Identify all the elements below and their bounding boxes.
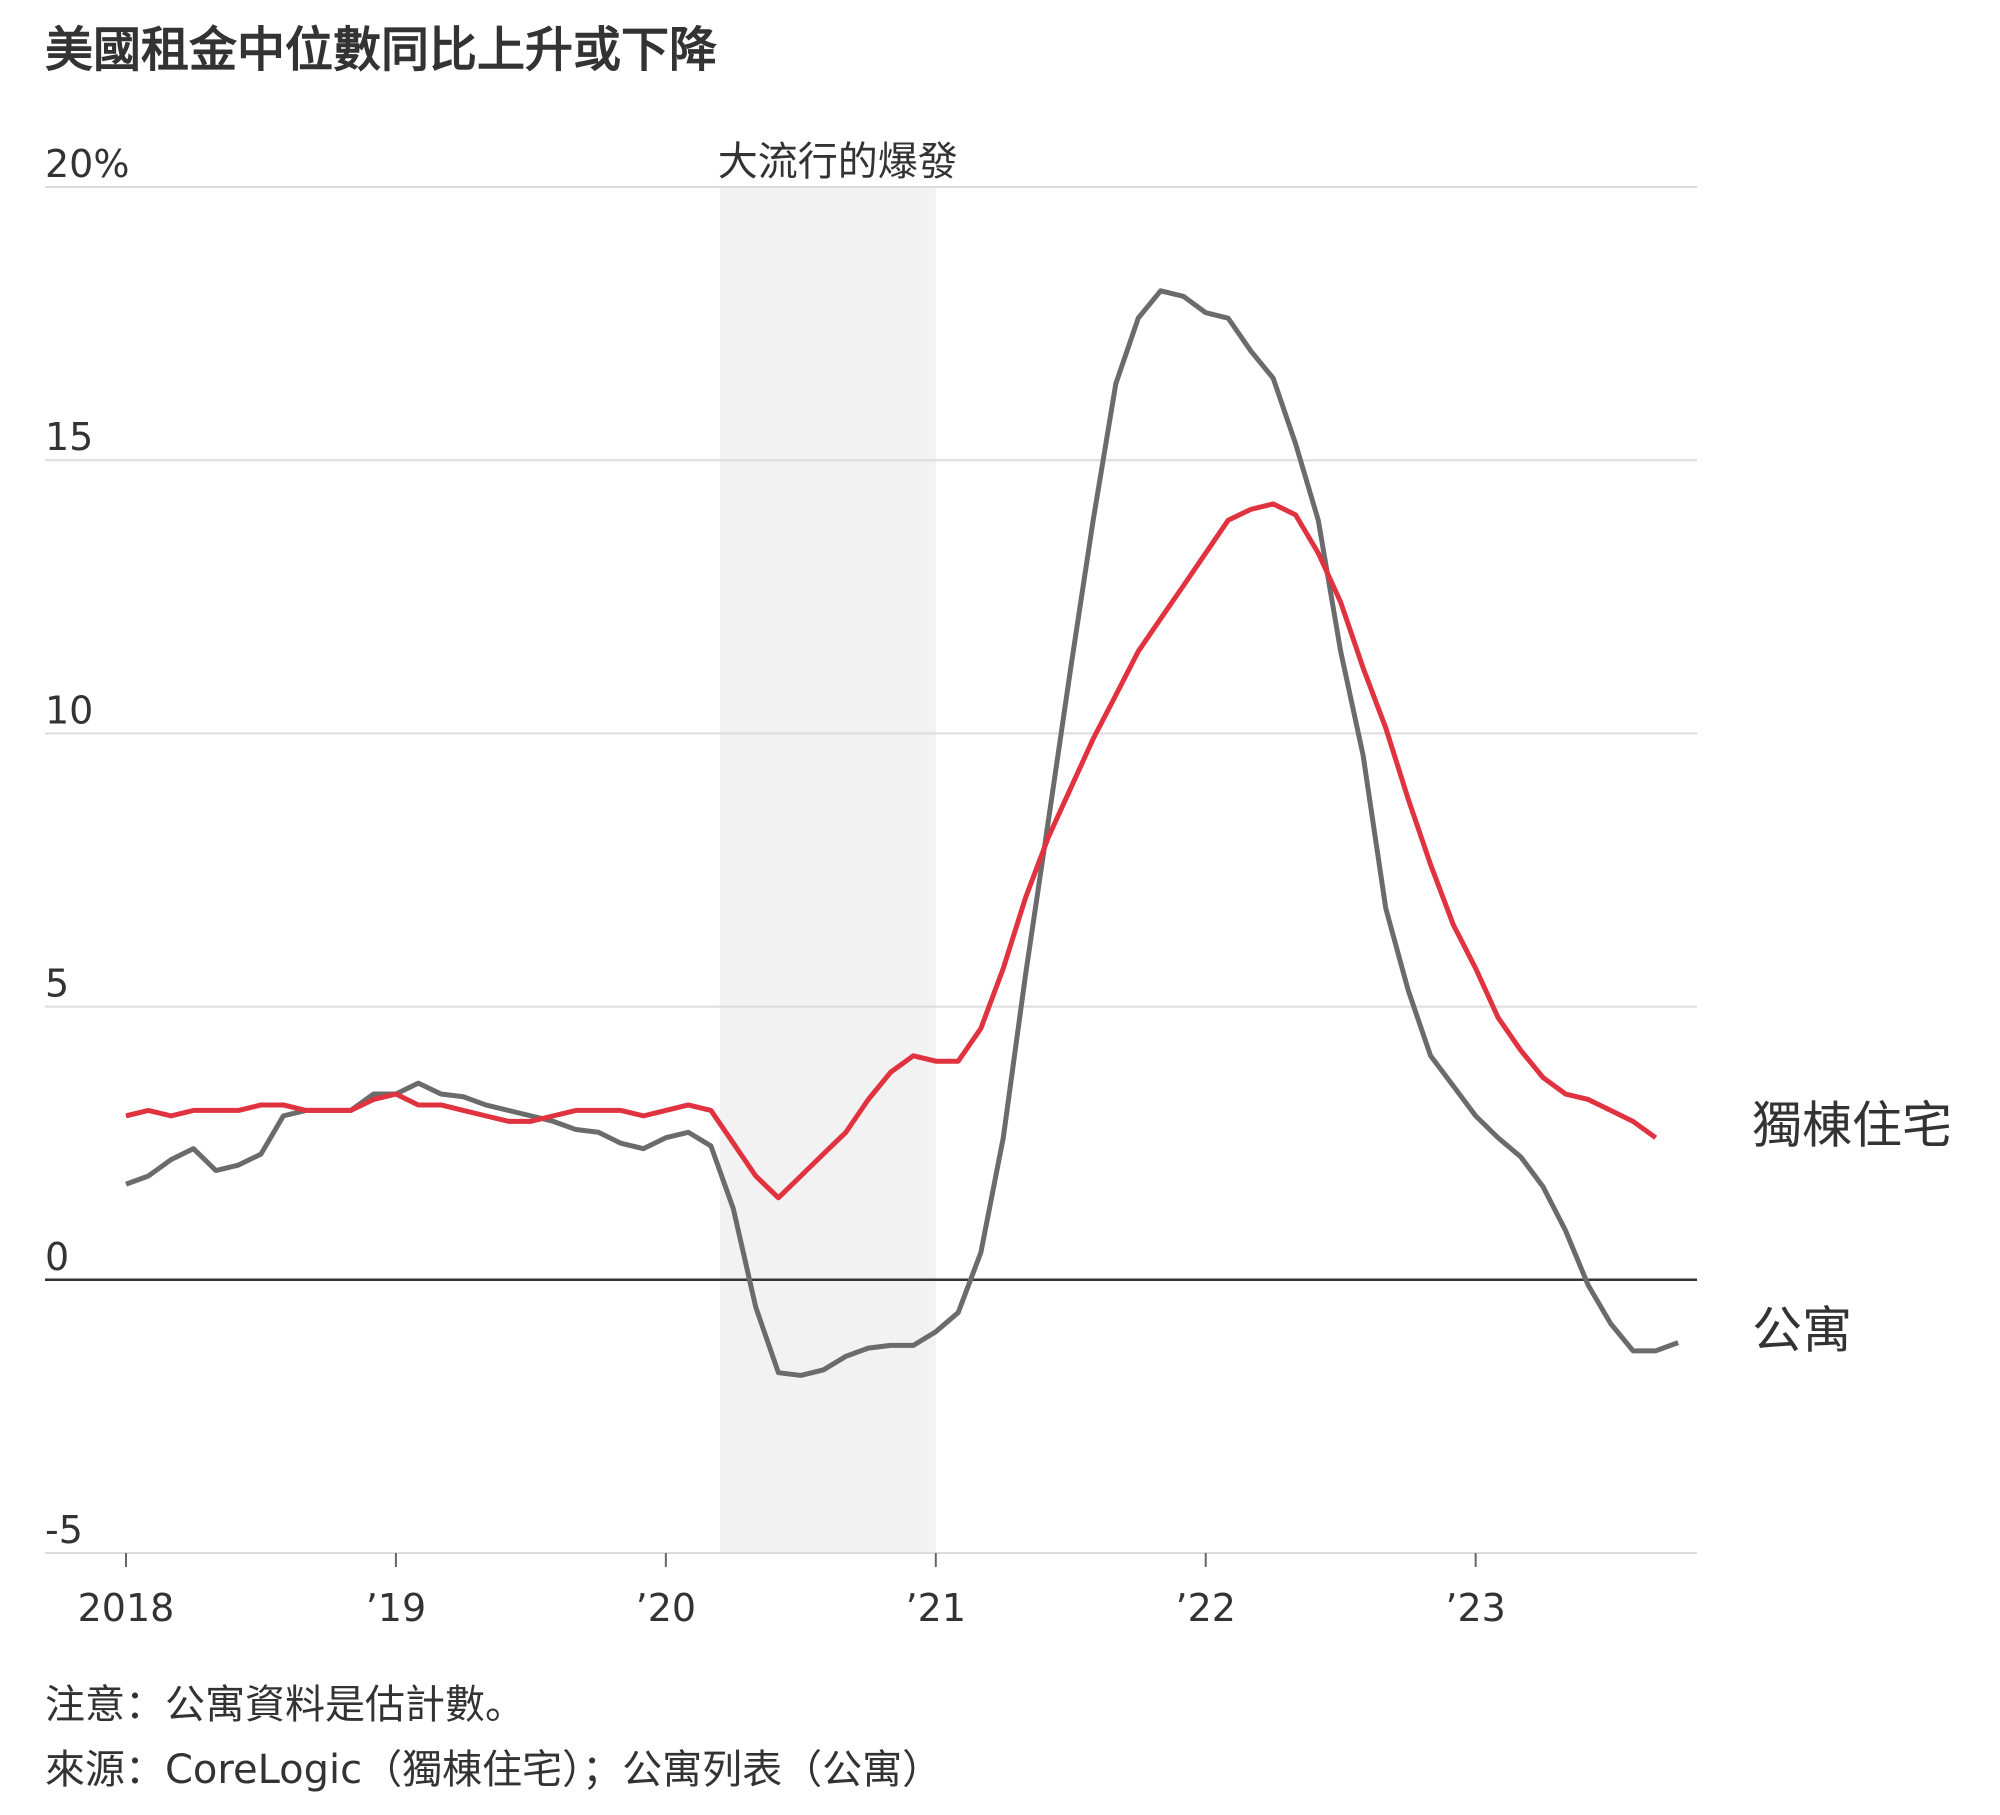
x-tick-label: ’21 bbox=[906, 1586, 966, 1630]
y-tick-label: 10 bbox=[45, 688, 93, 732]
note: 注意：公寓資料是估計數。 bbox=[45, 1682, 525, 1728]
x-tick-label: ’22 bbox=[1176, 1586, 1236, 1630]
annotation-label: 大流行的爆發 bbox=[718, 139, 958, 185]
source: 來源：CoreLogic（獨棟住宅）；公寓列表（公寓） bbox=[45, 1747, 942, 1793]
y-tick-label: 0 bbox=[45, 1235, 69, 1279]
series-label: 獨棟住宅 bbox=[1752, 1097, 1952, 1155]
x-tick-label: ’20 bbox=[636, 1586, 696, 1630]
x-tick-label: ’23 bbox=[1445, 1586, 1505, 1630]
x-tick-label: ’19 bbox=[366, 1586, 426, 1630]
annotation-band bbox=[719, 187, 936, 1553]
line bbox=[125, 288, 1679, 1378]
x-tick-label: 2018 bbox=[78, 1586, 175, 1630]
y-tick-label: 5 bbox=[45, 962, 69, 1006]
line bbox=[125, 501, 1658, 1201]
y-tick-label: 20% bbox=[45, 142, 129, 186]
chart-title: 美國租金中位數同比上升或下降 bbox=[45, 22, 718, 78]
series-label: 公寓 bbox=[1752, 1302, 1852, 1360]
plot-area: 大流行的爆發 -5 0 5 10 15 20% 2018 ’19 ’20 ’21 ’22 ’23 公寓 獨棟… bbox=[45, 139, 1952, 1630]
y-tick-label: -5 bbox=[45, 1508, 83, 1552]
y-tick-label: 15 bbox=[45, 415, 93, 459]
